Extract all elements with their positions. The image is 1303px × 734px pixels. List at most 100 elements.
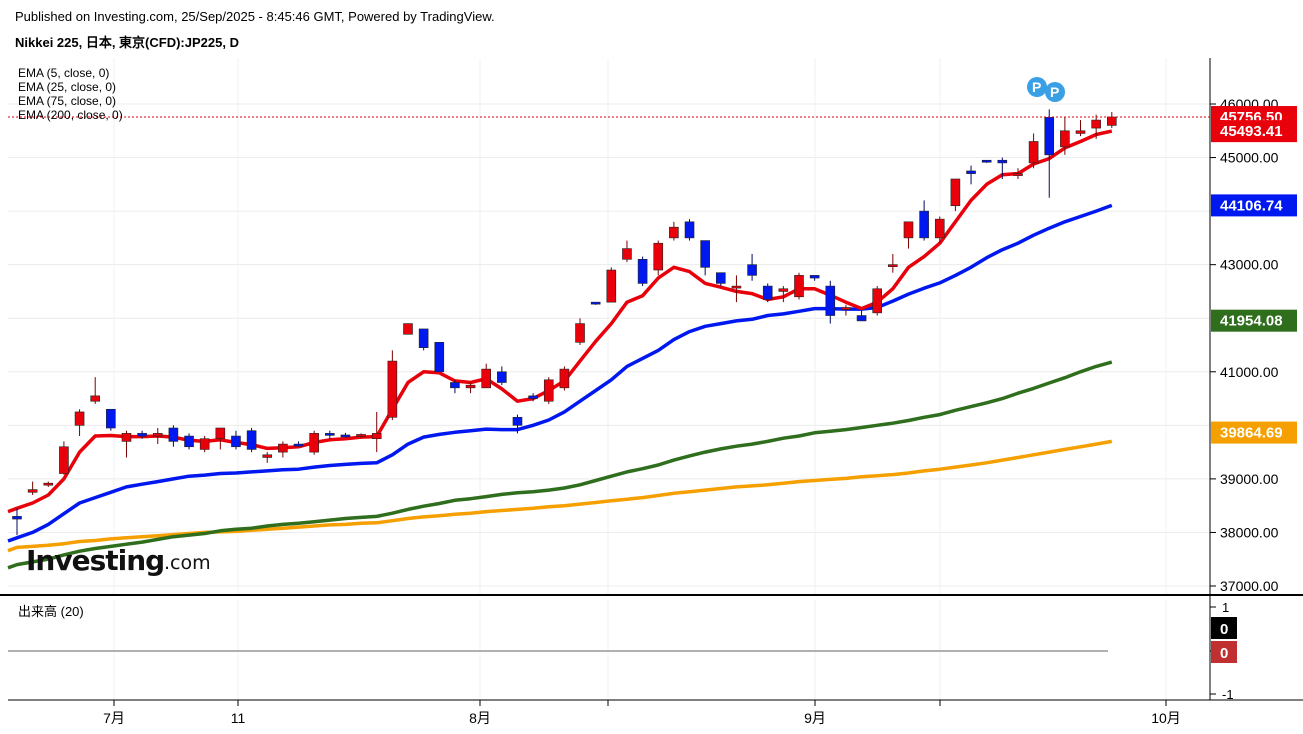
ema25-line	[7, 203, 1113, 543]
candle	[43, 481, 54, 487]
candle	[309, 430, 319, 455]
volume-tick-label: 1	[1222, 600, 1229, 615]
ema75-line	[7, 360, 1113, 570]
volume-down-badge	[1211, 641, 1237, 663]
candle	[262, 452, 273, 463]
volume-label: 出来高 (20)	[18, 604, 84, 619]
candle	[825, 280, 836, 324]
y-tick-label: 39000.00	[1220, 471, 1279, 487]
candle	[934, 216, 945, 244]
candle	[606, 267, 617, 303]
ema-lines	[7, 129, 1113, 570]
candle	[903, 221, 914, 249]
x-tick-label: 10月	[1151, 710, 1181, 726]
candle	[215, 427, 226, 450]
candle	[778, 286, 789, 303]
candle	[637, 256, 648, 287]
candle	[340, 432, 351, 438]
candle	[841, 304, 851, 316]
ema5-value-label: 45493.41	[1211, 120, 1297, 143]
y-axis-ticks: 46000.0045000.0043000.0041000.0039000.00…	[1210, 96, 1279, 594]
candle	[12, 508, 22, 536]
candle	[997, 157, 1008, 179]
svg-text:P: P	[1050, 84, 1059, 100]
p-badge[interactable]: P	[1027, 77, 1047, 97]
candle	[731, 275, 742, 303]
candle	[497, 366, 507, 386]
candle	[27, 481, 38, 495]
candle	[794, 272, 804, 300]
candle	[278, 441, 288, 458]
x-tick-label: 8月	[469, 710, 491, 726]
p-badge[interactable]: P	[1045, 82, 1065, 102]
ema75-legend: EMA (75, close, 0)	[18, 94, 116, 108]
candle	[199, 436, 210, 453]
ema75-value-label: 41954.08	[1211, 309, 1297, 332]
candle	[465, 382, 476, 394]
x-tick-label: 7月	[103, 710, 125, 726]
ema25-legend: EMA (25, close, 0)	[18, 80, 116, 94]
candle	[481, 363, 492, 389]
candle	[137, 430, 147, 439]
svg-text:Investing: Investing	[26, 544, 164, 577]
y-tick-label: 43000.00	[1220, 257, 1279, 273]
svg-text:45493.41: 45493.41	[1220, 123, 1283, 140]
candle	[293, 441, 304, 447]
y-tick-label: 38000.00	[1220, 524, 1279, 540]
candle	[528, 393, 538, 402]
candle	[1091, 114, 1101, 139]
candle	[356, 433, 366, 438]
y-tick-label: 41000.00	[1220, 364, 1279, 380]
candle	[450, 379, 460, 394]
candle	[872, 286, 883, 316]
candle	[152, 428, 163, 445]
candle	[184, 433, 194, 450]
candle	[74, 409, 85, 437]
candle	[966, 165, 976, 185]
candle	[700, 240, 710, 276]
volume-tick-label: -1	[1222, 687, 1234, 702]
candle	[950, 178, 961, 212]
candle	[231, 430, 241, 450]
svg-text:41954.08: 41954.08	[1220, 313, 1283, 330]
y-tick-label: 45000.00	[1220, 150, 1279, 166]
candle	[418, 328, 429, 351]
x-tick-label: 11	[231, 710, 246, 726]
candle	[856, 310, 867, 322]
candle	[59, 441, 69, 475]
candle	[1075, 120, 1086, 137]
candle	[1028, 133, 1039, 169]
investing-logo: Investing .com	[26, 544, 211, 577]
candle	[1044, 109, 1055, 198]
candle	[371, 411, 382, 453]
candles	[12, 109, 1117, 536]
y-tick-label: 37000.00	[1220, 578, 1279, 594]
symbol-title: Nikkei 225, 日本, 東京(CFD):JP225, D	[15, 35, 239, 50]
ema200-value-label: 39864.69	[1211, 421, 1297, 444]
candle	[747, 253, 757, 281]
ema25-value-label: 44106.74	[1211, 194, 1297, 217]
candle	[387, 350, 398, 420]
svg-text:39864.69: 39864.69	[1220, 425, 1283, 442]
candle	[888, 253, 898, 273]
candle	[168, 425, 179, 447]
candle	[543, 377, 554, 404]
svg-text:.com: .com	[164, 552, 211, 574]
candle	[1107, 112, 1117, 129]
volume-down-value: 0	[1220, 645, 1228, 662]
ema200-legend: EMA (200, close, 0)	[18, 108, 123, 122]
candle	[653, 240, 664, 276]
candle	[121, 430, 132, 458]
candle	[403, 323, 413, 335]
candle	[434, 342, 445, 373]
x-tick-label: 9月	[804, 710, 826, 726]
candle	[684, 219, 695, 241]
candle	[324, 430, 335, 439]
volume-up-value: 0	[1220, 621, 1228, 638]
candle	[90, 377, 100, 404]
candle	[590, 301, 601, 305]
volume-up-badge	[1211, 617, 1237, 639]
candle	[622, 240, 632, 262]
